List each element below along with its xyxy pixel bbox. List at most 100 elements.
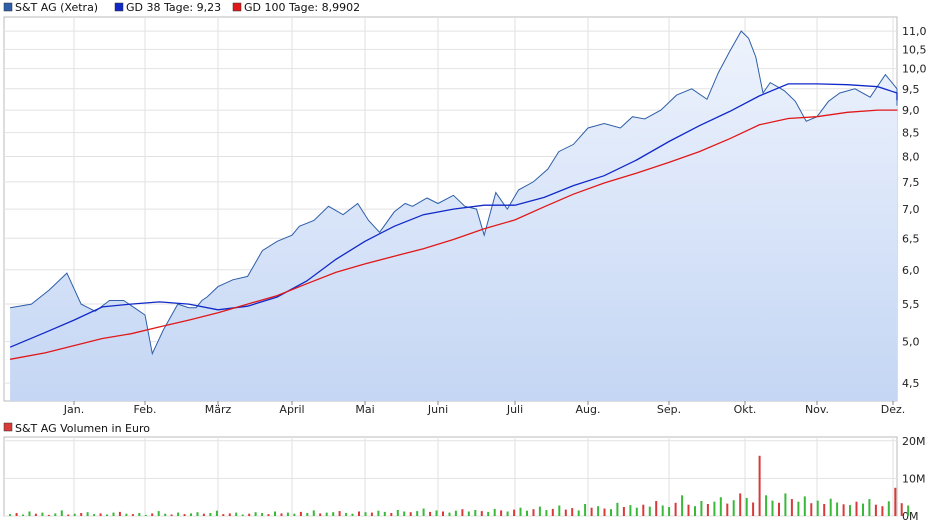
volume-bar xyxy=(73,513,76,516)
volume-bar xyxy=(170,514,173,516)
volume-bar xyxy=(474,510,477,516)
volume-bar xyxy=(358,511,360,516)
volume-bar xyxy=(215,510,218,516)
volume-bar xyxy=(364,512,367,516)
x-tick-label: Jan. xyxy=(63,403,84,416)
volume-bar xyxy=(500,510,503,516)
volume-bar xyxy=(681,495,684,516)
volume-bar xyxy=(241,514,244,516)
price-y-tick-label: 10,5 xyxy=(902,43,927,56)
x-tick-label: Nov. xyxy=(805,403,829,416)
volume-bar xyxy=(836,502,839,516)
volume-bar xyxy=(577,510,580,516)
volume-bar xyxy=(144,514,147,516)
volume-bar xyxy=(487,511,490,516)
volume-bar xyxy=(422,508,425,516)
volume-bar xyxy=(519,507,522,516)
volume-bar xyxy=(209,513,212,516)
volume-bar xyxy=(648,506,651,516)
volume-bar xyxy=(254,512,257,516)
volume-bar xyxy=(616,502,619,516)
volume-y-tick-label: 10M xyxy=(902,472,926,485)
volume-bar xyxy=(15,513,18,516)
volume-bar xyxy=(34,513,37,516)
volume-bar xyxy=(849,505,851,516)
volume-bar xyxy=(435,510,438,516)
volume-bar xyxy=(280,513,283,516)
volume-bar xyxy=(778,502,780,516)
volume-bar xyxy=(668,507,671,516)
price-y-tick-label: 6,5 xyxy=(902,232,920,245)
volume-bar xyxy=(80,513,83,516)
volume-bar xyxy=(513,509,516,516)
volume-legend-label: S&T AG Volumen in Euro xyxy=(15,422,150,435)
volume-bar xyxy=(797,501,800,516)
volume-bar xyxy=(325,512,328,516)
legend-swatch xyxy=(232,2,242,12)
volume-bar xyxy=(429,511,432,516)
x-tick-label: Juli xyxy=(506,403,523,416)
volume-bar xyxy=(396,510,399,516)
volume-bar xyxy=(706,504,709,516)
volume-y-tick-label: 20M xyxy=(902,435,926,448)
volume-bar xyxy=(655,501,658,516)
volume-bar xyxy=(306,513,309,516)
legend-label: S&T AG (Xetra) xyxy=(15,1,98,14)
volume-bar xyxy=(545,510,548,516)
volume-bar xyxy=(758,455,761,516)
volume-bar xyxy=(713,501,716,516)
volume-bar xyxy=(118,511,121,516)
volume-bar xyxy=(235,512,238,516)
volume-legend-swatch xyxy=(3,422,13,432)
volume-bar xyxy=(694,506,696,516)
volume-bar xyxy=(551,508,554,516)
volume-bar xyxy=(881,506,884,516)
volume-bar xyxy=(41,512,44,516)
volume-bar xyxy=(202,513,205,516)
volume-bar xyxy=(67,514,70,516)
volume-bar xyxy=(47,514,50,516)
volume-bar xyxy=(642,504,645,516)
volume-bar xyxy=(22,514,24,516)
volume-bar xyxy=(267,514,270,516)
volume-bar xyxy=(196,512,199,516)
volume-bar xyxy=(597,506,600,516)
legend-swatch xyxy=(114,2,124,12)
price-y-tick-label: 11,0 xyxy=(902,25,927,38)
volume-bar xyxy=(177,512,180,516)
volume-bar xyxy=(416,511,419,516)
volume-bar xyxy=(125,513,128,516)
volume-bar xyxy=(771,500,774,516)
legend-swatch xyxy=(3,2,13,12)
volume-bar xyxy=(319,513,322,516)
volume-bar xyxy=(687,504,690,516)
volume-bar xyxy=(93,514,96,516)
x-tick-label: Mai xyxy=(355,403,374,416)
x-tick-label: Aug. xyxy=(576,403,601,416)
volume-bar xyxy=(874,504,877,516)
volume-bar xyxy=(286,512,289,516)
volume-bar xyxy=(894,487,897,516)
volume-bar xyxy=(526,510,528,516)
volume-bar xyxy=(610,509,612,516)
volume-bar xyxy=(790,499,793,516)
volume-bar xyxy=(700,501,703,516)
price-y-tick-label: 9,5 xyxy=(902,83,920,96)
volume-bar xyxy=(629,505,632,516)
x-tick-label: April xyxy=(279,403,304,416)
volume-bar xyxy=(442,511,444,516)
volume-bar xyxy=(887,501,890,516)
volume-bar xyxy=(571,508,574,516)
volume-bar xyxy=(584,504,587,516)
x-tick-label: März xyxy=(205,403,232,416)
volume-bar xyxy=(868,499,871,516)
price-y-tick-label: 10,0 xyxy=(902,63,927,76)
moving-average-38-line xyxy=(9,83,898,348)
volume-bar xyxy=(99,513,102,516)
volume-bar xyxy=(403,511,406,516)
volume-bar xyxy=(803,496,806,516)
volume-bar xyxy=(261,513,264,516)
volume-bar xyxy=(493,508,496,516)
volume-bar xyxy=(383,511,386,516)
